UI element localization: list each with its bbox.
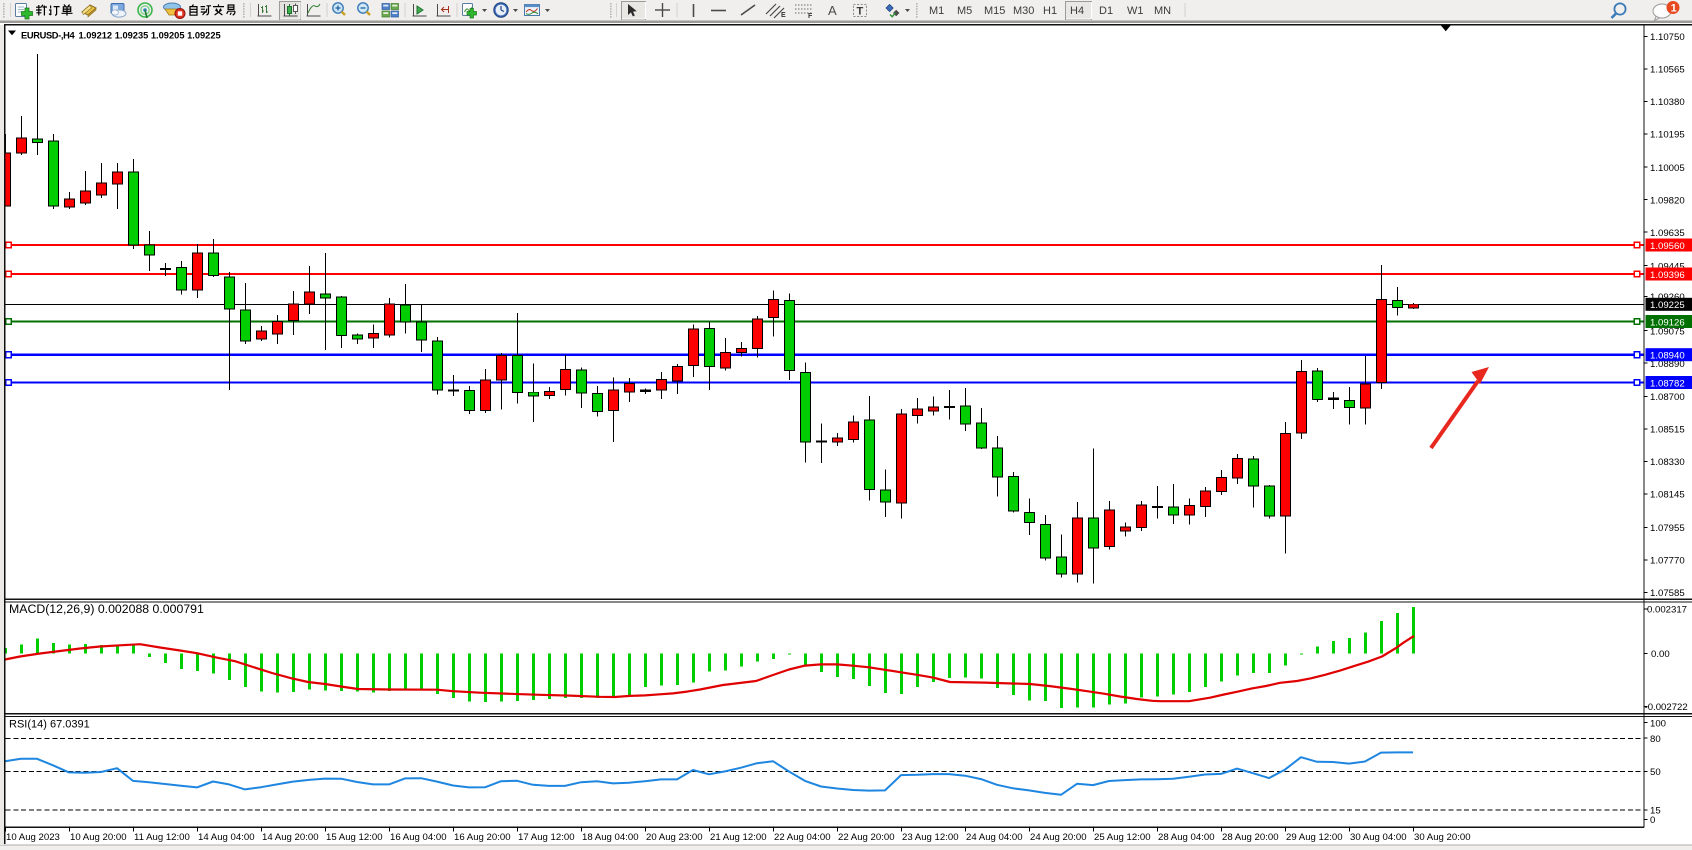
svg-text:10 Aug 20:00: 10 Aug 20:00: [70, 832, 127, 843]
svg-text:1.09445: 1.09445: [1650, 261, 1685, 272]
svg-text:0: 0: [1650, 815, 1655, 826]
svg-text:1.08940: 1.08940: [1650, 351, 1685, 362]
svg-text:MACD(12,26,9) 0.002088 0.00079: MACD(12,26,9) 0.002088 0.000791: [9, 602, 204, 616]
svg-text:28 Aug 04:00: 28 Aug 04:00: [1158, 832, 1215, 843]
svg-text:1.09820: 1.09820: [1650, 195, 1685, 206]
svg-text:1.09225: 1.09225: [1650, 300, 1685, 311]
svg-text:1.08330: 1.08330: [1650, 457, 1685, 468]
svg-text:RSI(14) 67.0391: RSI(14) 67.0391: [9, 719, 90, 731]
svg-text:100: 100: [1650, 718, 1666, 729]
svg-text:T: T: [857, 6, 864, 18]
svg-text:14 Aug 04:00: 14 Aug 04:00: [198, 832, 255, 843]
svg-text:D1: D1: [1099, 5, 1113, 17]
svg-text:1.09126: 1.09126: [1650, 317, 1685, 328]
svg-text:1.10750: 1.10750: [1650, 32, 1685, 43]
svg-text:F: F: [808, 13, 813, 20]
svg-text:16 Aug 20:00: 16 Aug 20:00: [454, 832, 511, 843]
svg-text:1.10195: 1.10195: [1650, 130, 1685, 141]
svg-text:A: A: [828, 3, 837, 18]
svg-text:80: 80: [1650, 734, 1661, 745]
svg-text:E: E: [781, 12, 786, 19]
svg-text:1.09260: 1.09260: [1650, 292, 1685, 303]
svg-text:1.08515: 1.08515: [1650, 425, 1685, 436]
svg-text:21 Aug 12:00: 21 Aug 12:00: [710, 832, 767, 843]
svg-text:24 Aug 20:00: 24 Aug 20:00: [1030, 832, 1087, 843]
svg-text:1.07585: 1.07585: [1650, 588, 1685, 599]
svg-text:30 Aug 04:00: 30 Aug 04:00: [1350, 832, 1407, 843]
svg-text:29 Aug 12:00: 29 Aug 12:00: [1286, 832, 1343, 843]
svg-text:1.10565: 1.10565: [1650, 65, 1685, 76]
svg-text:22 Aug 20:00: 22 Aug 20:00: [838, 832, 895, 843]
svg-text:1.10380: 1.10380: [1650, 97, 1685, 108]
svg-text:M1: M1: [929, 5, 944, 17]
svg-text:11 Aug 12:00: 11 Aug 12:00: [134, 832, 190, 843]
svg-text:28 Aug 20:00: 28 Aug 20:00: [1222, 832, 1279, 843]
svg-text:1.09635: 1.09635: [1650, 228, 1685, 239]
svg-text:EURUSD-,H4: EURUSD-,H4: [21, 31, 76, 41]
svg-text:20 Aug 23:00: 20 Aug 23:00: [646, 832, 703, 843]
svg-text:17 Aug 12:00: 17 Aug 12:00: [518, 832, 575, 843]
svg-text:1.10005: 1.10005: [1650, 163, 1685, 174]
svg-text:H1: H1: [1043, 5, 1057, 17]
svg-text:1.08890: 1.08890: [1650, 359, 1685, 370]
svg-text:10 Aug 2023: 10 Aug 2023: [6, 832, 60, 843]
svg-text:1.07770: 1.07770: [1650, 556, 1685, 567]
svg-text:24 Aug 04:00: 24 Aug 04:00: [966, 832, 1023, 843]
svg-text:16 Aug 04:00: 16 Aug 04:00: [390, 832, 447, 843]
svg-text:1.08145: 1.08145: [1650, 490, 1685, 501]
svg-text:14 Aug 20:00: 14 Aug 20:00: [262, 832, 319, 843]
svg-text:1.07955: 1.07955: [1650, 523, 1685, 534]
svg-text:25 Aug 12:00: 25 Aug 12:00: [1094, 832, 1151, 843]
svg-text:1.08782: 1.08782: [1650, 378, 1685, 389]
svg-text:22 Aug 04:00: 22 Aug 04:00: [774, 832, 831, 843]
svg-text:-0.002722: -0.002722: [1645, 702, 1688, 713]
svg-text:0.00: 0.00: [1651, 649, 1670, 660]
svg-text:1.09212 1.09235 1.09205 1.0922: 1.09212 1.09235 1.09205 1.09225: [79, 31, 221, 41]
svg-text:1.09075: 1.09075: [1650, 326, 1685, 337]
svg-text:1.08700: 1.08700: [1650, 392, 1685, 403]
svg-text:15: 15: [1650, 806, 1661, 817]
svg-text:1.09396: 1.09396: [1650, 270, 1685, 281]
svg-text:MN: MN: [1154, 5, 1171, 17]
svg-text:M15: M15: [984, 5, 1005, 17]
svg-text:18 Aug 04:00: 18 Aug 04:00: [582, 832, 639, 843]
svg-text:23 Aug 12:00: 23 Aug 12:00: [902, 832, 959, 843]
svg-text:M30: M30: [1013, 5, 1034, 17]
svg-text:30 Aug 20:00: 30 Aug 20:00: [1414, 832, 1471, 843]
svg-text:0.002317: 0.002317: [1647, 605, 1687, 616]
svg-text:50: 50: [1650, 767, 1661, 778]
svg-text:W1: W1: [1127, 5, 1144, 17]
svg-text:15 Aug 12:00: 15 Aug 12:00: [326, 832, 383, 843]
svg-text:1.09560: 1.09560: [1650, 241, 1685, 252]
svg-text:M5: M5: [957, 5, 972, 17]
svg-text:1: 1: [1671, 3, 1677, 15]
svg-text:H4: H4: [1070, 5, 1084, 17]
